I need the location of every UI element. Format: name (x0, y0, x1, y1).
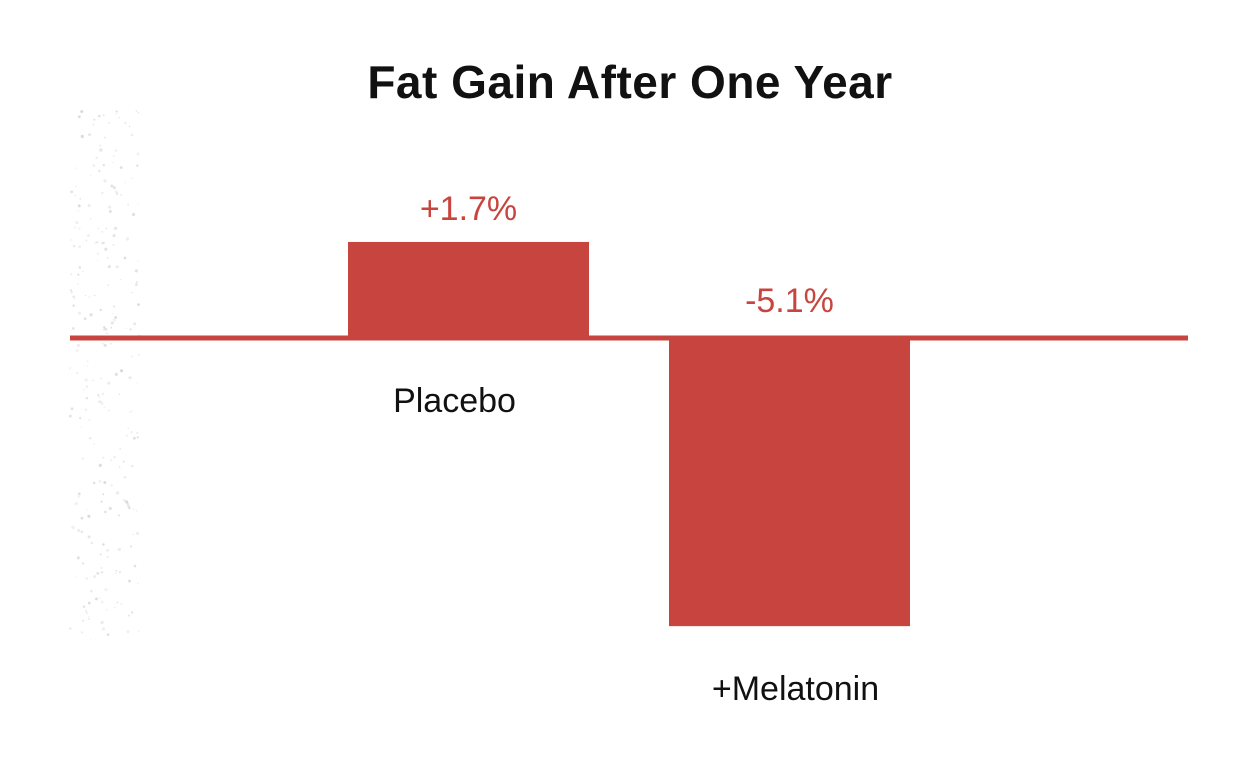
bar-melatonin (669, 338, 910, 627)
bars-group (348, 241, 910, 627)
value-label-melatonin: -5.1% (745, 282, 834, 320)
labels-group: +1.7% Placebo -5.1% +Melatonin (393, 190, 879, 708)
category-label-placebo: Placebo (393, 382, 516, 420)
bar-placebo (348, 241, 589, 338)
paper-texture (68, 110, 142, 640)
category-label-melatonin: +Melatonin (712, 670, 879, 708)
value-label-placebo: +1.7% (420, 190, 517, 228)
chart-title: Fat Gain After One Year (367, 56, 892, 108)
